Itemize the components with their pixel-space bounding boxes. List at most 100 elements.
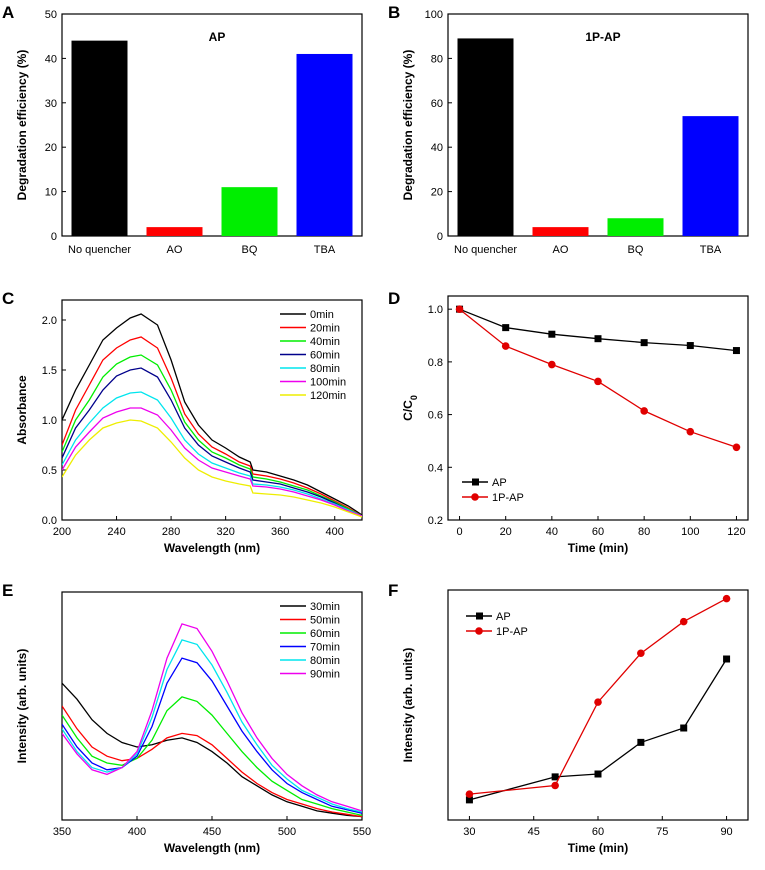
y-tick-label: 0.4 bbox=[428, 462, 443, 474]
legend-label: 100min bbox=[310, 377, 346, 389]
y-tick-label: 1.0 bbox=[428, 304, 443, 316]
series-line-1p-ap bbox=[469, 598, 727, 795]
series-line-70min bbox=[62, 657, 362, 814]
x-tick-label: 80 bbox=[638, 526, 650, 538]
data-point-ap bbox=[680, 724, 688, 732]
bar-bq bbox=[221, 187, 278, 236]
legend-label: 120min bbox=[310, 390, 346, 402]
data-point-ap bbox=[465, 796, 473, 804]
data-point-1p-ap bbox=[637, 649, 645, 658]
legend-label: 30min bbox=[310, 601, 340, 613]
legend-marker bbox=[476, 612, 483, 620]
x-tick-label: 550 bbox=[353, 826, 371, 838]
bar-no-quencher bbox=[457, 38, 514, 236]
x-tick-label: 40 bbox=[546, 526, 558, 538]
series-line-20min bbox=[62, 336, 362, 517]
x-axis-title: Wavelength (nm) bbox=[164, 541, 260, 555]
x-tick-label: 30 bbox=[463, 826, 475, 838]
series-line-ap bbox=[469, 658, 728, 801]
y-tick-label: 0.2 bbox=[428, 515, 443, 527]
x-category-label: AO bbox=[167, 244, 183, 256]
data-point-ap bbox=[548, 330, 556, 338]
inner-title: 1P-AP bbox=[585, 30, 620, 44]
y-tick-label: 50 bbox=[45, 9, 57, 21]
bar-tba bbox=[296, 53, 353, 237]
panel-a: A 0 10 20 30 40 50 Degradation efficiency (%) No… bbox=[2, 3, 363, 256]
legend-marker bbox=[472, 478, 479, 486]
y-axis-title: Intensity (arb. units) bbox=[401, 648, 415, 763]
y-tick-label: 2.0 bbox=[42, 315, 57, 327]
panel-letter: F bbox=[388, 581, 398, 600]
panel-letter: B bbox=[388, 3, 400, 22]
y-tick-label: 80 bbox=[431, 53, 443, 65]
y-tick-label: 0.6 bbox=[428, 410, 443, 422]
y-tick-label: 10 bbox=[45, 187, 57, 199]
plot-frame bbox=[61, 299, 363, 521]
y-axis-title-subscript: 0 bbox=[409, 395, 419, 400]
panel-e: E Intensity (arb. units) 350 400 450 500 550 Wa… bbox=[2, 581, 371, 855]
series-line-60min bbox=[62, 696, 362, 817]
x-tick-label: 280 bbox=[162, 526, 180, 538]
legend-label: 80min bbox=[310, 363, 340, 375]
legend-label: 80min bbox=[310, 655, 340, 667]
series-line-120min bbox=[62, 419, 362, 518]
data-point-ap bbox=[637, 738, 645, 746]
x-axis-title: Wavelength (nm) bbox=[164, 841, 260, 855]
y-tick-label: 20 bbox=[45, 142, 57, 154]
y-axis-title: Absorbance bbox=[15, 375, 29, 445]
bar-ao bbox=[146, 227, 203, 236]
y-tick-label: 0 bbox=[437, 231, 443, 243]
legend-label: 1P-AP bbox=[492, 492, 524, 504]
legend-label: AP bbox=[492, 477, 507, 489]
panel-f: F Intensity (arb. units) 30 45 60 75 90 Time (m… bbox=[388, 581, 749, 855]
data-point-ap bbox=[594, 770, 602, 778]
y-tick-label: 1.5 bbox=[42, 365, 57, 377]
legend-label: 60min bbox=[310, 350, 340, 362]
plot-frame bbox=[61, 13, 363, 237]
bar-tba bbox=[682, 116, 739, 236]
x-tick-label: 450 bbox=[203, 826, 221, 838]
x-tick-label: 90 bbox=[720, 826, 732, 838]
data-point-ap bbox=[502, 324, 510, 332]
legend-label: 50min bbox=[310, 615, 340, 627]
panel-b: B 0 20 40 60 80 100 Degradation efficiency (%) N… bbox=[388, 3, 749, 256]
legend-marker bbox=[471, 493, 479, 501]
legend-label: 60min bbox=[310, 628, 340, 640]
x-category-label: No quencher bbox=[454, 244, 517, 256]
data-point-ap bbox=[686, 342, 694, 350]
legend-label: 40min bbox=[310, 336, 340, 348]
y-tick-label: 0.8 bbox=[428, 357, 443, 369]
data-point-1p-ap bbox=[465, 790, 474, 798]
data-point-1p-ap bbox=[732, 443, 741, 452]
data-point-ap bbox=[723, 655, 731, 663]
x-tick-label: 75 bbox=[656, 826, 668, 838]
legend-label: 0min bbox=[310, 309, 334, 321]
series-line-ap bbox=[459, 308, 737, 352]
series-line-100min bbox=[62, 407, 362, 517]
y-axis-title: Degradation efficiency (%) bbox=[401, 50, 415, 201]
x-axis-title: Time (min) bbox=[568, 841, 628, 855]
data-point-1p-ap bbox=[686, 427, 695, 436]
x-category-label: TBA bbox=[314, 244, 336, 256]
x-tick-label: 500 bbox=[278, 826, 296, 838]
y-tick-label: 30 bbox=[45, 98, 57, 110]
series-line-0min bbox=[62, 313, 362, 516]
x-category-label: No quencher bbox=[68, 244, 131, 256]
x-category-label: BQ bbox=[242, 244, 258, 256]
y-tick-label: 40 bbox=[431, 142, 443, 154]
x-tick-label: 400 bbox=[326, 526, 344, 538]
legend-label: AP bbox=[496, 611, 511, 623]
y-tick-label: 40 bbox=[45, 53, 57, 65]
data-point-1p-ap bbox=[455, 305, 464, 313]
y-tick-label: 0.0 bbox=[42, 515, 57, 527]
y-tick-label: 0 bbox=[51, 231, 57, 243]
bar-ao bbox=[532, 227, 589, 236]
series-line-60min bbox=[62, 367, 362, 517]
panel-letter: A bbox=[2, 3, 14, 22]
bar-bq bbox=[607, 218, 664, 236]
series-line-30min bbox=[62, 682, 362, 818]
data-point-1p-ap bbox=[640, 407, 648, 415]
y-tick-label: 100 bbox=[425, 9, 443, 21]
x-category-label: AO bbox=[553, 244, 569, 256]
